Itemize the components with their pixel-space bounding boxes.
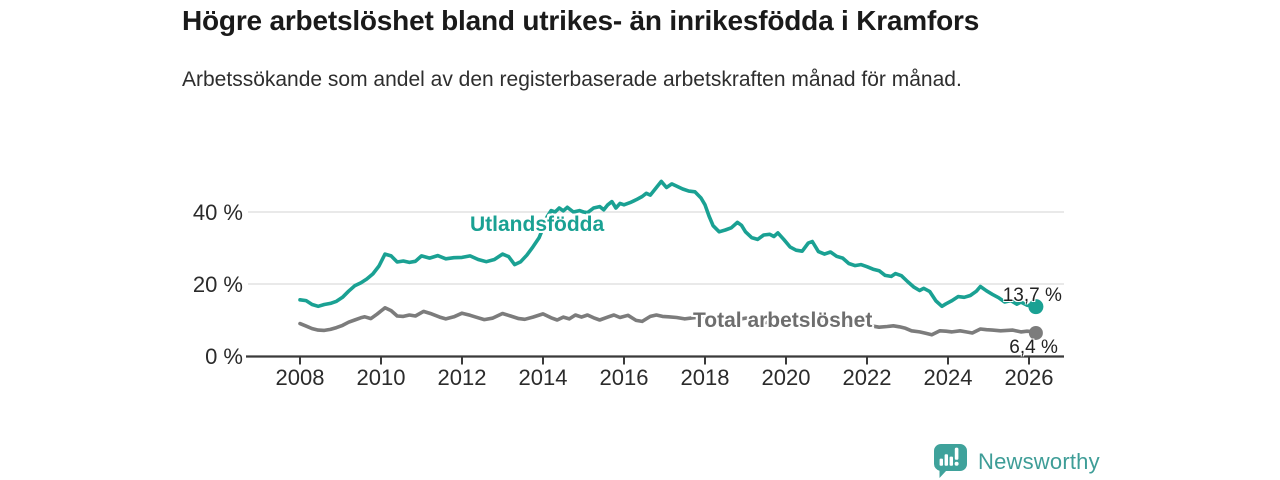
series-line-0	[298, 179, 1038, 309]
newsworthy-logo-icon	[934, 444, 967, 478]
newsworthy-logo-text: Newsworthy	[978, 448, 1100, 474]
x-tick-label: 2018	[680, 365, 730, 390]
series-label-total: Total arbetslöshet	[693, 309, 873, 332]
x-tick-label: 2026	[1004, 365, 1054, 390]
chart-subtitle: Arbetssökande som andel av den registerb…	[182, 68, 962, 91]
x-tick-label: 2020	[761, 365, 811, 390]
end-value-total: 6,4 %	[1009, 336, 1058, 358]
newsworthy-logo: Newsworthy	[933, 444, 1100, 479]
x-tick-label: 2024	[923, 365, 973, 390]
x-tick-label: 2010	[356, 365, 406, 390]
series-line-1	[298, 305, 1038, 337]
x-tick-label: 2008	[275, 365, 325, 390]
x-tick-label: 2014	[518, 365, 568, 390]
end-value-utlandsfodda: 13,7 %	[1002, 284, 1062, 306]
y-tick-label: 40 %	[192, 200, 243, 225]
x-tick-label: 2022	[842, 365, 892, 390]
x-tick-label: 2016	[599, 365, 649, 390]
series-label-utlandsfodda: Utlandsfödda	[470, 213, 605, 236]
chart-title: Högre arbetslöshet bland utrikes- än inr…	[182, 5, 980, 36]
series-end-dot-0	[1028, 299, 1044, 315]
x-tick-label: 2012	[437, 365, 487, 390]
y-tick-label: 0 %	[205, 344, 243, 369]
series-end-dot-1	[1028, 325, 1043, 340]
y-tick-label: 20 %	[192, 272, 243, 297]
